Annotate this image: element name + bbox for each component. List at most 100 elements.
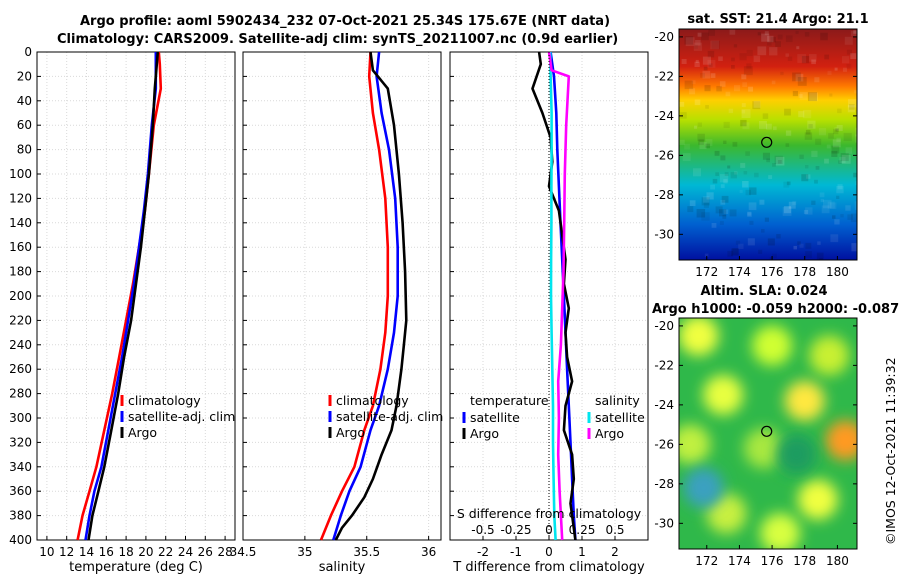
sst_map-texture-cell — [719, 81, 726, 87]
sst_map-texture-cell — [695, 40, 701, 46]
sst_map-texture-cell — [831, 145, 840, 154]
difference-legend-label: satellite — [595, 410, 645, 425]
sst_map-texture-cell — [734, 85, 741, 92]
difference-xtick-label: -2 — [477, 545, 489, 559]
sst_map-xtick-label: 172 — [695, 265, 718, 279]
salinity-series-argo — [334, 51, 408, 541]
sst_map-xtick-label: 180 — [826, 265, 849, 279]
sst_map-texture-cell — [711, 223, 717, 228]
sst_map-xtick-label: 176 — [761, 265, 784, 279]
salinity-series-satellite-adj-clim — [332, 51, 400, 541]
sst_map-texture-cell — [748, 86, 753, 92]
sst_map-texture-cell — [761, 229, 765, 233]
figure-title-line2: Climatology: CARS2009. Satellite-adj cli… — [57, 32, 619, 47]
sst_map-texture-cell — [703, 202, 709, 208]
sst_map-texture-cell — [836, 195, 840, 199]
sst_map-texture-cell — [753, 100, 761, 108]
salinity-series-climatology — [319, 51, 390, 541]
sst_map-texture-cell — [766, 123, 772, 130]
sst_map-texture-cell — [785, 35, 793, 43]
sst_map-texture-cell — [824, 158, 829, 164]
sst_map-texture-cell — [830, 234, 839, 243]
sst_map-texture-cell — [762, 152, 770, 160]
temperature-panel: 10 12 14 16 18 20 22 24 26 2802040608010012014016… — [9, 45, 236, 575]
sst_map-texture-cell — [747, 211, 752, 216]
difference-legend-label: Argo — [470, 426, 499, 441]
sst_map-texture-cell — [833, 128, 839, 135]
temperature-xtick-label: 28 — [217, 545, 232, 559]
sst_map-texture-cell — [697, 133, 705, 142]
sst_map-texture-cell — [766, 41, 772, 46]
sst_map-texture-cell — [696, 209, 706, 218]
sst_map-texture-cell — [679, 101, 685, 107]
sst_map-texture-cell — [811, 200, 816, 205]
sst_map-texture-cell — [730, 172, 737, 179]
sst_map-texture-cell — [805, 242, 812, 249]
temperature-legend-label: Argo — [128, 425, 157, 440]
sst_map-texture-cell — [850, 30, 857, 37]
sst_map-texture-cell — [723, 121, 730, 128]
sst_map-texture-cell — [731, 248, 739, 256]
sst_map-texture-cell — [705, 143, 710, 149]
sst_map-texture-cell — [685, 37, 695, 47]
difference-legend-label: Argo — [595, 426, 624, 441]
sst_map-texture-cell — [740, 162, 746, 168]
depth-tick-label: 340 — [9, 460, 32, 474]
sst_map-texture-cell — [795, 30, 799, 34]
sst_map-texture-cell — [805, 129, 811, 135]
sst_map-texture-cell — [769, 257, 773, 260]
salinity-xtick-label: 36 — [421, 545, 436, 559]
sst_map-texture-cell — [841, 154, 851, 164]
sst_map-texture-cell — [797, 54, 807, 63]
sst_map-texture-cell — [848, 99, 857, 108]
sst_map-texture-cell — [849, 104, 855, 110]
temperature-frame — [36, 51, 236, 541]
sst_map-texture-cell — [771, 80, 776, 85]
sst_map-texture-cell — [697, 122, 702, 127]
depth-tick-label: 180 — [9, 265, 32, 279]
sst_map-texture-cell — [739, 53, 747, 61]
difference-secondary-tick-label: 0.25 — [569, 523, 596, 537]
sst_map-texture-cell — [844, 36, 853, 45]
sst_map-texture-cell — [806, 174, 811, 179]
sla_map-field-blob — [784, 380, 825, 421]
sst_map-texture-cell — [854, 90, 857, 94]
depth-tick-label: 260 — [9, 362, 32, 376]
sst_map-texture-cell — [741, 74, 747, 80]
sst_map-texture-cell — [708, 29, 715, 36]
sla_map-field-blob — [706, 493, 747, 534]
sst_map-texture-cell — [814, 77, 820, 83]
sst_map-texture-cell — [839, 157, 846, 164]
sst_map-texture-cell — [743, 171, 748, 175]
sst_map-texture-cell — [784, 108, 791, 116]
salinity-xtick-label: 35 — [297, 545, 312, 559]
sst_map-texture-cell — [836, 125, 843, 131]
sst_map-texture-cell — [746, 49, 753, 56]
sst_map-texture-cell — [759, 121, 767, 129]
sst_map-texture-cell — [823, 199, 832, 209]
temperature-xtick-label: 12 — [59, 545, 74, 559]
sst_map-texture-cell — [745, 151, 750, 156]
sst_map-texture-cell — [835, 128, 839, 132]
sst_map-texture-cell — [741, 103, 746, 108]
sst_map-texture-cell — [772, 163, 776, 167]
sla_map-ytick-label: -26 — [654, 437, 674, 451]
sla_map-field-blob — [797, 479, 838, 520]
temperature-xtick-label: 16 — [99, 545, 114, 559]
sst_map-texture-cell — [854, 201, 857, 210]
temperature-xtick-label: 24 — [178, 545, 193, 559]
sst_map-texture-cell — [720, 155, 726, 161]
salinity-xlabel: salinity — [319, 560, 366, 575]
sst_map-texture-cell — [742, 82, 748, 87]
sst_map-texture-cell — [824, 54, 830, 60]
sst_map-texture-cell — [711, 41, 720, 50]
sst_map-texture-cell — [817, 241, 821, 245]
sla_map-field-blob — [743, 428, 784, 469]
sst_map-field — [679, 29, 857, 260]
sst_map-texture-cell — [734, 171, 738, 175]
sst_map-texture-cell — [837, 108, 842, 114]
sst_map-texture-cell — [770, 37, 776, 43]
sla_map-ytick-label: -28 — [654, 477, 674, 491]
sst_map-texture-cell — [855, 181, 857, 186]
